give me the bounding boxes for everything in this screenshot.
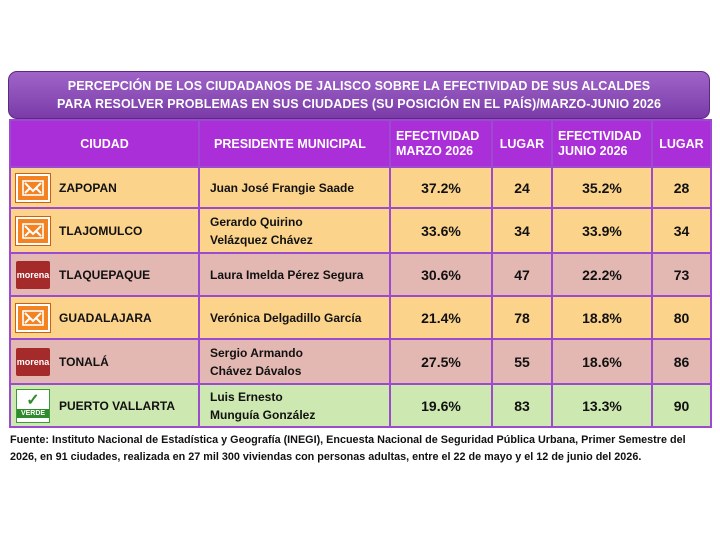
table-row: morena TLAQUEPAQUE Laura Imelda Pérez Segu…	[9, 252, 712, 297]
cell-presidente: Verónica Delgadillo García	[198, 295, 391, 340]
cell-ciudad: TLAJOMULCO	[9, 207, 200, 254]
table-row: TLAJOMULCO Gerardo Quirino Velázquez Cháve…	[9, 207, 712, 254]
header-lugar-marzo: LUGAR	[491, 119, 553, 168]
cell-presidente: Laura Imelda Pérez Segura	[198, 252, 391, 297]
cell-efectividad-junio: 18.6%	[551, 338, 653, 385]
cell-efectividad-junio: 18.8%	[551, 295, 653, 340]
mc-icon	[15, 172, 51, 203]
presidente-line-2: Velázquez Chávez	[210, 232, 313, 247]
city-name: TLAQUEPAQUE	[59, 267, 151, 282]
cell-presidente: Gerardo Quirino Velázquez Chávez	[198, 207, 391, 254]
presidente-line-1: Juan José Frangie Saade	[210, 180, 355, 195]
cell-efectividad-marzo: 27.5%	[389, 338, 493, 385]
cell-efectividad-marzo: 21.4%	[389, 295, 493, 340]
presidente-line-1: Verónica Delgadillo García	[210, 310, 362, 325]
cell-lugar-marzo: 24	[491, 166, 553, 209]
mc-icon	[15, 215, 51, 246]
header-presidente: PRESIDENTE MUNICIPAL	[198, 119, 391, 168]
city-name: GUADALAJARA	[59, 310, 152, 325]
mc-icon	[15, 302, 51, 333]
cell-efectividad-junio: 35.2%	[551, 166, 653, 209]
cell-ciudad: ZAPOPAN	[9, 166, 200, 209]
cell-efectividad-junio: 22.2%	[551, 252, 653, 297]
cell-presidente: Juan José Frangie Saade	[198, 166, 391, 209]
city-name: ZAPOPAN	[59, 180, 117, 195]
cell-lugar-marzo: 78	[491, 295, 553, 340]
header-efectividad-marzo: EFECTIVIDAD MARZO 2026	[389, 119, 493, 168]
cell-efectividad-marzo: 33.6%	[389, 207, 493, 254]
cell-efectividad-marzo: 30.6%	[389, 252, 493, 297]
presidente-line-1: Luis Ernesto	[210, 389, 283, 404]
morena-icon: morena	[16, 260, 50, 289]
morena-icon: morena	[16, 347, 50, 376]
presidente-line-1: Laura Imelda Pérez Segura	[210, 267, 364, 282]
cell-presidente: Sergio Armando Chávez Dávalos	[198, 338, 391, 385]
cell-lugar-marzo: 34	[491, 207, 553, 254]
cell-lugar-marzo: 47	[491, 252, 553, 297]
header-efectividad-junio: EFECTIVIDAD JUNIO 2026	[551, 119, 653, 168]
cell-efectividad-junio: 13.3%	[551, 383, 653, 428]
table-row: GUADALAJARA Verónica Delgadillo García 21.…	[9, 295, 712, 340]
cell-ciudad: morena TONALÁ	[9, 338, 200, 385]
table-row: ZAPOPAN Juan José Frangie Saade 37.2% 24 35.…	[9, 166, 712, 209]
cell-lugar-junio: 86	[651, 338, 712, 385]
cell-lugar-junio: 90	[651, 383, 712, 428]
source-footnote: Fuente: Instituto Nacional de Estadístic…	[10, 434, 686, 463]
cell-ciudad: ✓ VERDE PUERTO VALLARTA	[9, 383, 200, 428]
presidente-line-2: Munguía González	[210, 407, 316, 422]
verde-icon: ✓ VERDE	[16, 388, 50, 423]
cell-lugar-junio: 73	[651, 252, 712, 297]
cell-lugar-junio: 34	[651, 207, 712, 254]
city-name: TLAJOMULCO	[59, 223, 143, 238]
title-line-2: PARA RESOLVER PROBLEMAS EN SUS CIUDADES …	[56, 97, 662, 111]
header-lugar-junio: LUGAR	[651, 119, 712, 168]
title-line-1: PERCEPCIÓN DE LOS CIUDADANOS DE JALISCO …	[67, 79, 651, 93]
cell-efectividad-marzo: 19.6%	[389, 383, 493, 428]
city-name: PUERTO VALLARTA	[59, 398, 175, 413]
table-row: ✓ VERDE PUERTO VALLARTA Luis Ernesto Munguía…	[9, 383, 712, 428]
city-name: TONALÁ	[59, 354, 109, 369]
cell-lugar-marzo: 55	[491, 338, 553, 385]
cell-ciudad: morena TLAQUEPAQUE	[9, 252, 200, 297]
cell-lugar-marzo: 83	[491, 383, 553, 428]
header-ciudad: CIUDAD	[9, 119, 200, 168]
presidente-line-1: Gerardo Quirino	[210, 214, 303, 229]
cell-efectividad-junio: 33.9%	[551, 207, 653, 254]
table-row: morena TONALÁ Sergio Armando Chávez Dávalos…	[9, 338, 712, 385]
presidente-line-2: Chávez Dávalos	[210, 363, 302, 378]
effectiveness-table: CIUDAD PRESIDENTE MUNICIPAL EFECTIVIDAD M…	[9, 119, 712, 428]
cell-lugar-junio: 80	[651, 295, 712, 340]
presidente-line-1: Sergio Armando	[210, 345, 303, 360]
cell-lugar-junio: 28	[651, 166, 712, 209]
cell-ciudad: GUADALAJARA	[9, 295, 200, 340]
table-title: PERCEPCIÓN DE LOS CIUDADANOS DE JALISCO …	[8, 71, 710, 119]
cell-presidente: Luis Ernesto Munguía González	[198, 383, 391, 428]
cell-efectividad-marzo: 37.2%	[389, 166, 493, 209]
header-row: CIUDAD PRESIDENTE MUNICIPAL EFECTIVIDAD M…	[9, 119, 712, 168]
